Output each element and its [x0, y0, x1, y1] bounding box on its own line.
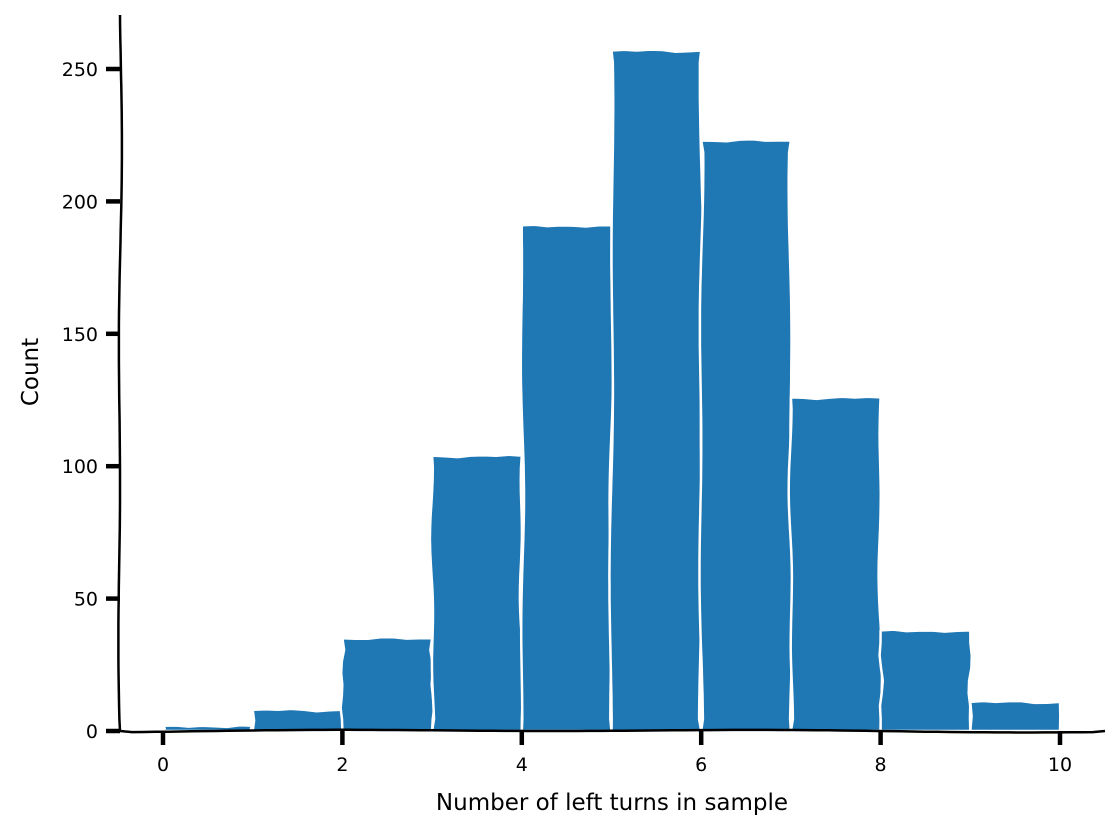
bars-group	[161, 48, 1062, 733]
histogram-bar	[251, 707, 344, 733]
y-tick-label: 250	[62, 59, 98, 81]
histogram-bar	[969, 699, 1062, 733]
y-tick-label: 0	[86, 721, 98, 743]
axes-group	[117, 14, 1106, 734]
x-axis-line	[119, 728, 1106, 734]
y-tick-label: 100	[62, 456, 98, 478]
y-axis-line	[117, 14, 124, 732]
histogram-bar	[787, 395, 884, 733]
y-tick-label: 200	[62, 191, 98, 213]
y-tick-label: 50	[74, 589, 98, 611]
x-tick-label: 4	[516, 754, 528, 776]
x-tick-label: 6	[695, 754, 707, 776]
x-tick-label: 8	[875, 754, 887, 776]
x-tick-label: 10	[1048, 754, 1072, 776]
histogram-bar	[519, 223, 615, 733]
histogram-bar	[878, 628, 974, 733]
y-axis-label: Count	[18, 338, 44, 406]
histogram-bar	[608, 48, 705, 733]
histogram-bar	[698, 137, 795, 733]
y-tick-label: 150	[62, 324, 98, 346]
x-tick-label: 0	[157, 754, 169, 776]
x-tick-label: 2	[336, 754, 348, 776]
x-axis-label: Number of left turns in sample	[436, 790, 788, 816]
histogram-bar	[339, 635, 436, 733]
histogram-bar	[428, 453, 525, 733]
